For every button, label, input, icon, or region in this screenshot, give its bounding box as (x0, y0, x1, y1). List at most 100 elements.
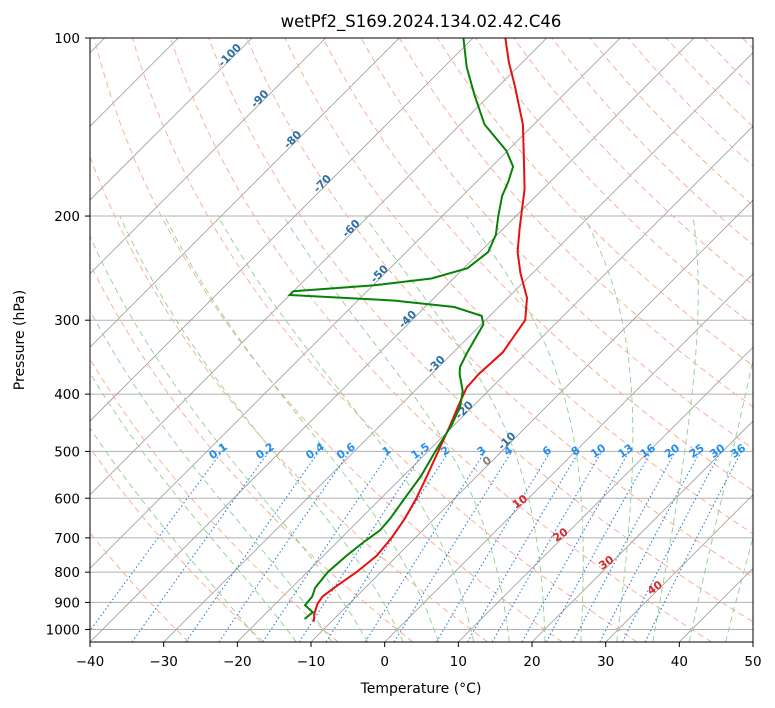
x-tick-label-0: −40 (76, 654, 105, 670)
mixing-ratio-label-17: 36 (728, 441, 748, 461)
isotherm--80 (90, 38, 400, 348)
dry-adiabat-80 (322, 38, 753, 492)
isotherm--30 (163, 52, 753, 642)
mixing-ratio-label-0: 0.1 (206, 440, 229, 462)
dry-adiabat-10 (90, 155, 488, 642)
mixing-ratio-line-5 (298, 451, 425, 642)
moist-adiabat-label-2: 20 (550, 525, 570, 545)
moist-adiabat-label-3: 30 (596, 553, 616, 573)
plot-frame (89, 37, 754, 643)
mixing-ratio-line-4 (262, 451, 391, 642)
isotherm-label-3: -70 (311, 172, 334, 195)
moist-adiabat-25 (465, 215, 584, 642)
moist-adiabat-35 (652, 215, 699, 642)
x-tick-label-6: 20 (523, 654, 540, 670)
mixing-ratio-line-13 (545, 451, 652, 642)
y-tick-label-6: 400 (54, 387, 80, 403)
dry-adiabat-120 (475, 38, 753, 326)
y-tick-label-8: 200 (54, 209, 80, 225)
isotherm-label-2: -80 (281, 128, 304, 151)
isotherm-10 (458, 346, 753, 642)
dry-adiabat--20 (90, 446, 264, 642)
y-axis-title: Pressure (hPa) (12, 290, 28, 390)
x-tick-label-2: −20 (223, 654, 252, 670)
moist-adiabat-label-4: 40 (645, 578, 665, 598)
moist-adiabat-20 (364, 215, 546, 642)
chart-title: wetPf2_S169.2024.134.02.42.C46 (281, 12, 562, 32)
dry-adiabat-50 (208, 38, 753, 623)
moist-adiabat-40 (688, 357, 753, 642)
mixing-ratio-line-15 (599, 451, 701, 642)
y-tick-label-1: 900 (54, 595, 80, 611)
x-tick-label-5: 10 (450, 654, 467, 670)
moist-adiabat--20 (90, 427, 261, 642)
isotherm--70 (90, 38, 474, 422)
dry-adiabat-140 (551, 38, 753, 246)
dry-adiabat-40 (170, 38, 712, 642)
x-tick-label-3: −10 (297, 654, 326, 670)
dry-adiabat-190 (742, 38, 753, 50)
isotherm--40 (90, 38, 695, 642)
moist-adiabat-5 (164, 215, 439, 642)
mixing-ratio-line-3 (218, 451, 351, 642)
isotherm--20 (237, 125, 753, 642)
dry-adiabat-180 (703, 38, 753, 89)
y-tick-label-9: 100 (54, 31, 80, 47)
moist-adiabat--15 (90, 372, 297, 642)
mixing-ratio-line-9 (435, 451, 552, 642)
moist-adiabat-0 (119, 215, 404, 642)
isotherm-30 (605, 494, 753, 642)
plot-area: 0.1 0.2 0.4 0.6 1 1.5 2 3 4 6 8 10 13 16 20 25 30 36-100-… (90, 38, 753, 642)
isotherm-0 (384, 273, 753, 642)
x-axis-title: Temperature (°C) (360, 681, 482, 697)
mixing-ratio-line-0 (90, 451, 223, 632)
x-tick-label-8: 40 (671, 654, 688, 670)
y-tick-label-4: 600 (54, 491, 80, 507)
moist-adiabat-10 (217, 215, 475, 642)
mixing-ratio-label-3: 0.6 (334, 440, 358, 462)
isotherm-40 (679, 567, 753, 642)
moist-adiabat-label-1: 10 (510, 492, 530, 512)
isotherm-20 (531, 420, 753, 642)
dry-adiabat-150 (589, 38, 753, 206)
axes: −40 −30 −20 −10 0 10 20 30 40 50 1000 900 800 700 600 5… (46, 31, 762, 670)
x-tick-label-4: 0 (380, 654, 389, 670)
y-tick-label-0: 1000 (46, 622, 80, 638)
mixing-ratio-label-14: 20 (662, 441, 682, 461)
dry-adiabat-20 (93, 38, 563, 642)
dry-adiabat-60 (246, 38, 753, 578)
y-tick-label-3: 700 (54, 531, 80, 547)
x-tick-label-7: 30 (597, 654, 614, 670)
isotherm-50 (752, 641, 753, 642)
y-tick-label-2: 800 (54, 565, 80, 581)
mixing-ratio-line-8 (393, 451, 513, 642)
isotherm-label-0: -100 (215, 41, 244, 70)
isotherm-label-7: -30 (425, 353, 448, 376)
mixing-ratio-label-15: 25 (687, 441, 707, 460)
isotherm-label-4: -60 (340, 217, 363, 240)
mixing-ratio-line-2 (185, 451, 320, 642)
moist-adiabat-15 (282, 215, 510, 642)
moist-adiabat--5 (90, 235, 369, 642)
mixing-ratio-line-12 (521, 451, 630, 642)
mixing-ratio-label-16: 30 (707, 441, 727, 461)
dry-adiabat-0 (90, 263, 414, 642)
moist-adiabat-45 (725, 536, 753, 642)
dry-adiabat--30 (90, 531, 190, 642)
x-tick-label-9: 50 (744, 654, 761, 670)
isotherm-label-9: -10 (495, 429, 518, 452)
mixing-ratio-label-2: 0.4 (303, 440, 327, 462)
dry-adiabat-170 (665, 38, 753, 128)
moist-adiabat-30 (583, 215, 634, 642)
y-tick-label-5: 500 (54, 444, 80, 460)
mixing-ratio-line-6 (325, 451, 450, 642)
dewpoint-profile-line (287, 38, 515, 620)
isotherm-label-1: -90 (248, 87, 271, 110)
isotherm--60 (90, 38, 547, 496)
dry-adiabat-130 (513, 38, 753, 286)
mixing-ratio-label-13: 16 (638, 441, 658, 461)
isotherm--100 (90, 38, 253, 201)
dry-adiabat--10 (90, 358, 339, 642)
isotherm--50 (90, 38, 621, 569)
